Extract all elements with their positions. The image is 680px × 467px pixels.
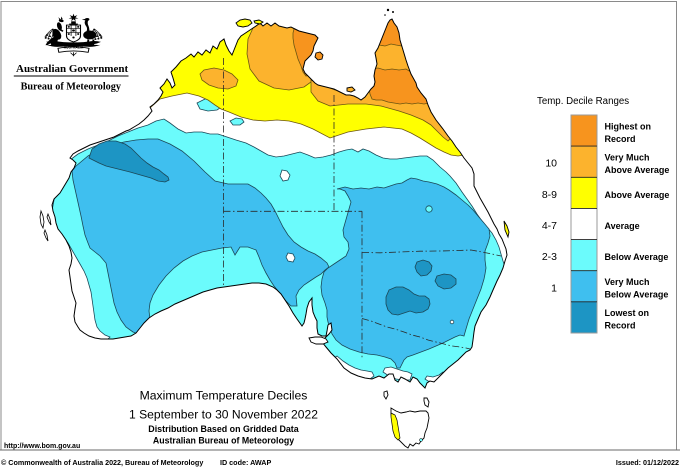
svg-text:Distribution Based on Gridded: Distribution Based on Gridded Data [148,424,298,434]
svg-text:Average: Average [605,221,640,231]
svg-text:8-9: 8-9 [542,189,557,201]
svg-text:Very Much: Very Much [605,277,650,287]
svg-text:Record: Record [605,134,636,144]
svg-text:Record: Record [605,321,636,331]
svg-text:Bureau of Meteorology: Bureau of Meteorology [21,82,121,93]
svg-text:Below Average: Below Average [605,290,669,300]
svg-text:1 September to 30 November 202: 1 September to 30 November 2022 [129,408,318,422]
svg-text:Highest on: Highest on [605,121,652,131]
svg-text:Australian Government: Australian Government [16,63,128,75]
svg-text:Above Average: Above Average [605,165,670,175]
svg-text:Issued: 01/12/2022: Issued: 01/12/2022 [616,458,679,467]
svg-text:Below Average: Below Average [605,252,669,262]
svg-text:Above Average: Above Average [605,190,670,200]
svg-text:AUSTRALIA: AUSTRALIA [64,46,84,50]
svg-text:4-7: 4-7 [542,220,557,232]
svg-text:© Commonwealth of Australia 20: © Commonwealth of Australia 2022, Bureau… [1,458,203,467]
svg-text:Australian Bureau of Meteorolo: Australian Bureau of Meteorology [153,436,294,446]
svg-text:Very Much: Very Much [605,153,650,163]
svg-text:http://www.bom.gov.au: http://www.bom.gov.au [4,443,80,450]
svg-text:10: 10 [545,158,557,170]
svg-text:1: 1 [551,282,557,294]
svg-text:2-3: 2-3 [542,251,557,263]
svg-text:Lowest on: Lowest on [605,308,650,318]
svg-text:Temp. Decile Ranges: Temp. Decile Ranges [537,96,629,107]
svg-text:ID code: AWAP: ID code: AWAP [220,458,271,467]
svg-text:Maximum Temperature Deciles: Maximum Temperature Deciles [140,389,308,403]
